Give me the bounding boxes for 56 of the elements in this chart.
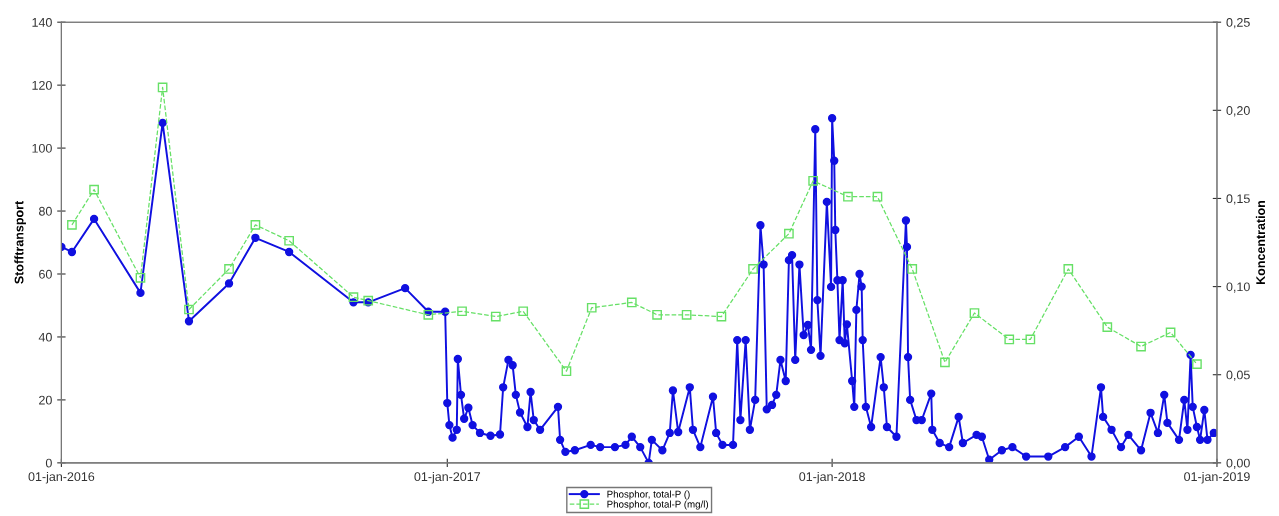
x-tick-label: 01-jan-2017 bbox=[414, 471, 481, 484]
y-axis-title: Stofftransport bbox=[14, 201, 26, 284]
point bbox=[716, 311, 727, 322]
point bbox=[1063, 264, 1074, 274]
y-tick-label: 0 bbox=[45, 458, 52, 468]
point bbox=[1102, 322, 1113, 332]
point bbox=[808, 175, 819, 186]
point bbox=[67, 220, 77, 230]
y2-tick-label: 0,00 bbox=[1226, 458, 1250, 469]
y-tick-label: 120 bbox=[32, 80, 52, 90]
point bbox=[1004, 334, 1015, 345]
point bbox=[872, 191, 883, 202]
point bbox=[250, 220, 261, 230]
point bbox=[184, 304, 194, 315]
legend-label: Phosphor, total-P () bbox=[607, 490, 690, 500]
y2-tick-label: 0,10 bbox=[1226, 282, 1250, 293]
y-tick-label: 60 bbox=[39, 269, 52, 279]
y-tick-label: 40 bbox=[38, 332, 52, 342]
point bbox=[89, 184, 99, 195]
point bbox=[135, 272, 146, 283]
point bbox=[969, 308, 980, 318]
y2-tick-label: 0,25 bbox=[1226, 17, 1250, 29]
point bbox=[490, 311, 501, 322]
point bbox=[518, 306, 529, 317]
y-tick-label: 20 bbox=[39, 395, 52, 405]
x-tick-label: 01-jan-2019 bbox=[1184, 471, 1250, 484]
y-tick-label: 80 bbox=[39, 206, 52, 216]
point bbox=[1165, 327, 1176, 338]
legend-label: Phosphor, total-P (mg/l) bbox=[607, 500, 709, 510]
y2-axis-title: Koncentration bbox=[1255, 200, 1266, 285]
point bbox=[284, 235, 294, 246]
point bbox=[157, 82, 168, 93]
point bbox=[748, 264, 758, 274]
x-tick-label: 01-jan-2016 bbox=[28, 471, 95, 484]
point bbox=[843, 191, 853, 202]
y2-tick-label: 0,15 bbox=[1226, 194, 1250, 205]
point bbox=[423, 309, 434, 320]
x-tick-label: 01-jan-2018 bbox=[799, 471, 865, 484]
point bbox=[348, 292, 359, 303]
point bbox=[1192, 359, 1202, 370]
y2-tick-label: 0,05 bbox=[1226, 370, 1250, 381]
point bbox=[224, 264, 234, 274]
point bbox=[586, 302, 597, 313]
point bbox=[907, 264, 918, 274]
point bbox=[457, 306, 467, 317]
y2-tick-label: 0,20 bbox=[1226, 106, 1250, 117]
point bbox=[940, 357, 950, 368]
point bbox=[681, 309, 692, 320]
point bbox=[561, 366, 572, 377]
point bbox=[1025, 334, 1036, 345]
point bbox=[626, 297, 637, 308]
point bbox=[652, 309, 662, 320]
y-tick-label: 100 bbox=[32, 143, 52, 153]
y-tick-label: 140 bbox=[32, 17, 52, 27]
point bbox=[784, 228, 794, 239]
point bbox=[1136, 341, 1146, 352]
